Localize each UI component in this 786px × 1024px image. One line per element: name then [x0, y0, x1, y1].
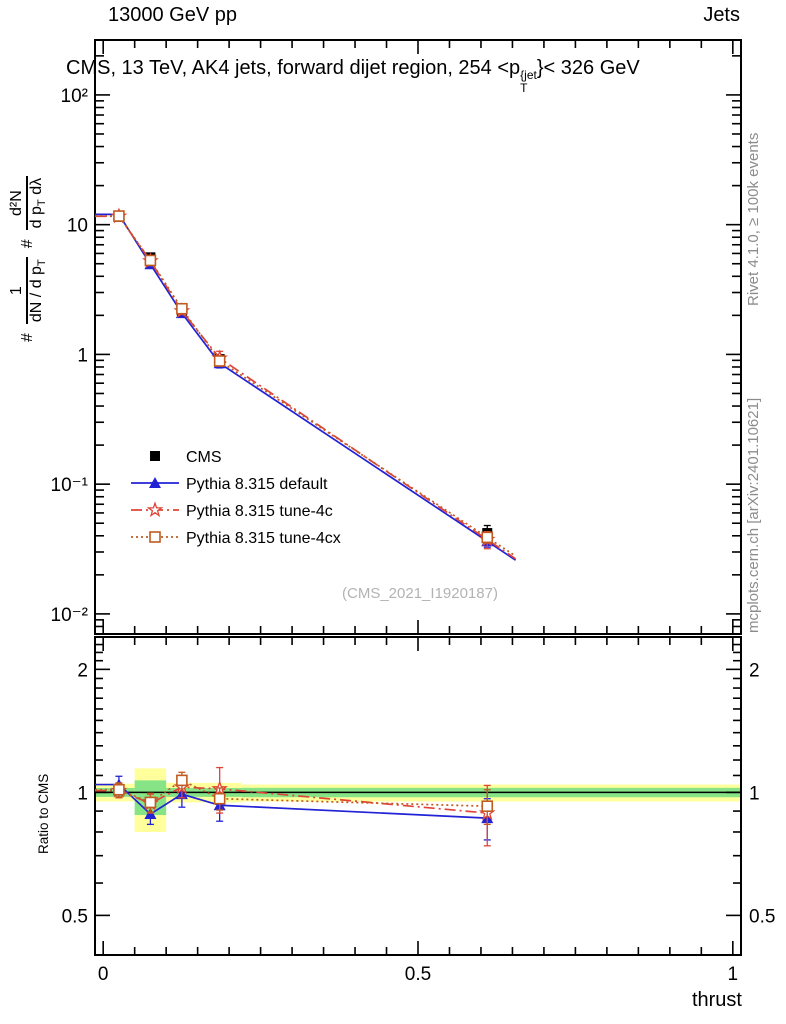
tick-label: 0 — [98, 964, 109, 985]
title-subscript: T — [520, 80, 528, 95]
legend-label: Pythia 8.315 default — [186, 476, 328, 493]
y-axis-fraction-2: d²N d pT dλ — [8, 175, 48, 231]
tick-label: 2 — [77, 660, 88, 681]
tick-label: 0.5 — [749, 906, 775, 927]
tick-label: 1 — [749, 783, 760, 804]
y-axis-fraction-1: 1 dN / d pT — [8, 257, 48, 325]
legend-entry-1: CMS — [150, 449, 222, 466]
legend-entry-4: Pythia 8.315 tune-4cx — [131, 530, 341, 547]
mcplots-attribution-note: mcplots.cern.ch [arXiv:2401.10621] — [745, 397, 762, 633]
tick-label: 10² — [61, 86, 88, 107]
x-axis-label: thrust — [691, 989, 742, 1011]
tick-label: 1 — [77, 345, 88, 366]
series-pythia-8-315-tune-4cx — [95, 210, 517, 557]
legend-label: CMS — [186, 449, 222, 466]
plot-title: CMS, 13 TeV, AK4 jets, forward dijet reg… — [66, 57, 640, 95]
tick-label: 0.5 — [62, 906, 88, 927]
ratio-series-pythia-8-315-tune-4cx — [95, 771, 494, 826]
ratio-uncertainty-bands — [95, 768, 741, 832]
beam-energy-label: 13000 GeV pp — [108, 4, 237, 26]
tick-label: 2 — [749, 660, 760, 681]
hash-symbol: # — [19, 239, 37, 249]
tick-labels: 10² 10 1 10⁻¹ 10⁻² 2 2 1 1 0.5 0.5 0 0.5 1 — [51, 86, 776, 985]
panel-frames — [94, 39, 742, 956]
hash-symbol: # — [19, 333, 37, 342]
legend-entry-2: Pythia 8.315 default — [131, 476, 328, 493]
tick-label: 10⁻¹ — [51, 475, 89, 496]
tick-label: 10 — [67, 216, 88, 237]
title-superscript: {jet — [520, 68, 537, 83]
legend-entry-3: Pythia 8.315 tune-4c — [131, 501, 333, 520]
analysis-id-watermark: (CMS_2021_I1920187) — [342, 585, 498, 602]
ratio-y-axis-label: Ratio to CMS — [36, 773, 51, 854]
y-axis-label: # 1 dN / d pT # d²N d pT dλ — [8, 175, 48, 342]
tick-label: 1 — [728, 964, 739, 985]
axis-ticks — [96, 41, 740, 956]
legend-label: Pythia 8.315 tune-4cx — [186, 530, 341, 547]
legend-label: Pythia 8.315 tune-4c — [186, 503, 333, 520]
tick-label: 1 — [77, 783, 88, 804]
tick-label: 10⁻² — [51, 605, 89, 626]
legend: CMS Pythia 8.315 default Pythia 8.315 tune… — [131, 449, 341, 547]
rivet-version-note: Rivet 4.1.0, ≥ 100k events — [745, 132, 762, 306]
analysis-group-label: Jets — [703, 4, 740, 26]
tick-label: 0.5 — [405, 964, 431, 985]
